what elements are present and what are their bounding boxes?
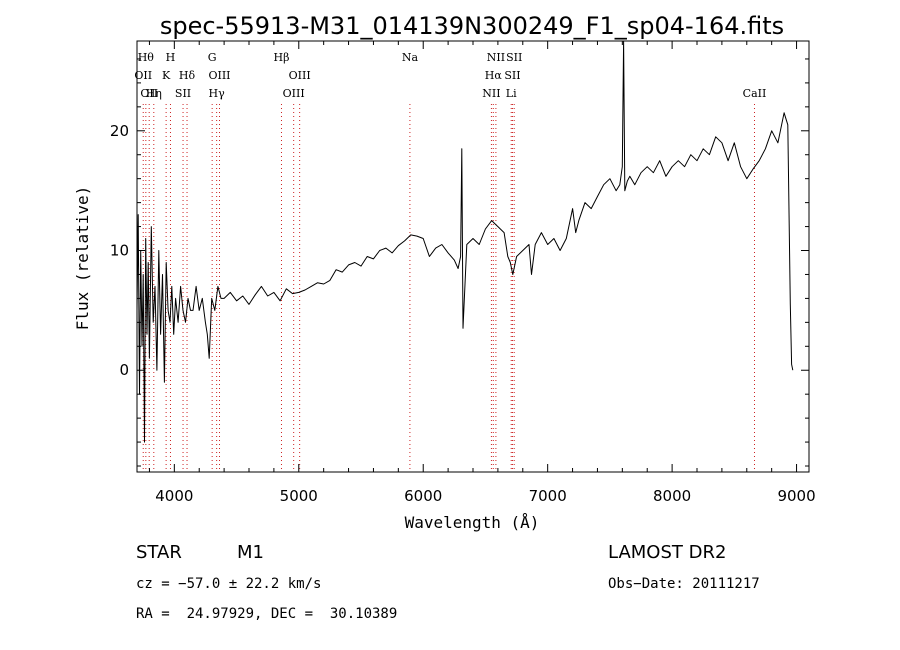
redshift-velocity: cz = −57.0 ± 22.2 km/s	[136, 576, 322, 592]
spectral-line-label: K	[162, 69, 171, 82]
spectral-line-label: OII	[134, 69, 152, 82]
spectral-line-label: OIII	[208, 69, 230, 82]
y-tick-label: 10	[110, 242, 129, 260]
spectral-line-label: Hα	[485, 69, 503, 82]
y-tick-label: 0	[119, 361, 129, 379]
spectral-line-label: SII	[506, 51, 522, 64]
sky-coordinates: RA = 24.97929, DEC = 30.10389	[136, 606, 398, 622]
spectral-line-label: Hδ	[179, 69, 196, 82]
spectral-line-label: NII	[487, 51, 505, 64]
survey-name: LAMOST DR2	[608, 542, 727, 563]
observation-date: Obs−Date: 20111217	[608, 576, 760, 592]
spectral-line-label: OIII	[283, 87, 305, 100]
x-tick-label: 5000	[280, 487, 318, 505]
spectral-line-label: SII	[504, 69, 520, 82]
spectrum-line	[136, 40, 794, 443]
x-tick-label: 8000	[653, 487, 691, 505]
spectral-line-label: CaII	[743, 87, 767, 100]
spectral-line-label: Li	[506, 87, 517, 100]
x-axis: 4000 5000 6000 7000 8000 9000	[148, 41, 816, 505]
object-subclass: M1	[237, 542, 264, 563]
y-axis-label: Flux (relative)	[73, 186, 92, 331]
spectral-line-label: SII	[175, 87, 191, 100]
x-tick-label: 6000	[404, 487, 442, 505]
spectral-line-label: Na	[402, 51, 419, 64]
spectral-line-label: Hη	[146, 87, 162, 100]
spectral-line-markers: OIIHθOIIHηKHSIIHδGHγOIIIHβOIIIOIIINaNIIH…	[134, 51, 766, 472]
spectral-line-label: OII	[140, 87, 158, 100]
spectral-line-label: H	[166, 51, 176, 64]
x-tick-label: 9000	[777, 487, 815, 505]
spectral-line-label: Hβ	[274, 51, 290, 64]
spectral-line-label: Hγ	[209, 87, 226, 100]
y-axis: 0 10 20	[110, 58, 809, 467]
spectral-line-label: G	[208, 51, 217, 64]
x-tick-label: 4000	[155, 487, 193, 505]
y-tick-label: 20	[110, 122, 129, 140]
plot-frame	[136, 40, 810, 473]
object-class: STAR	[136, 542, 182, 563]
chart-title: spec-55913-M31_014139N300249_F1_sp04-164…	[160, 12, 784, 40]
spectral-line-label: NII	[482, 87, 500, 100]
spectral-line-label: OIII	[289, 69, 311, 82]
spectral-line-label: Hθ	[138, 51, 155, 64]
x-tick-label: 7000	[529, 487, 567, 505]
x-axis-label: Wavelength (Å)	[405, 513, 540, 532]
